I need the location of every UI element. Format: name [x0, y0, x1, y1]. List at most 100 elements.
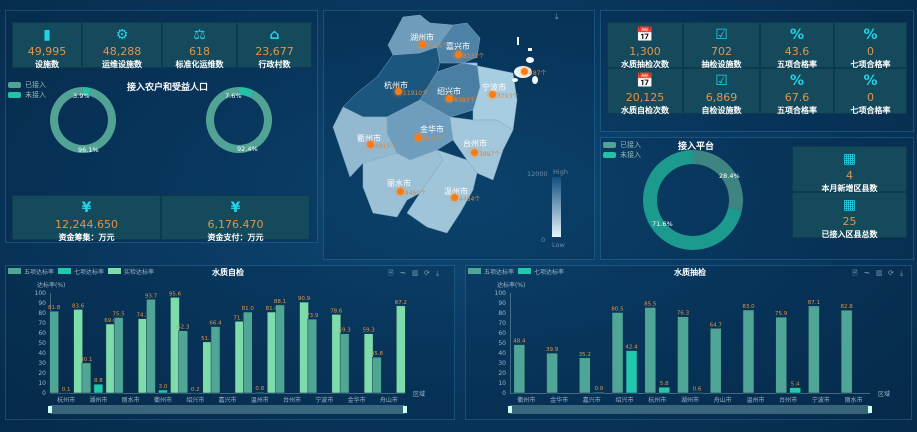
data-view-icon[interactable]: 🗎: [388, 269, 394, 277]
legend-label[interactable]: 实检达标率: [124, 268, 154, 276]
data-zoom-handle-left[interactable]: [48, 406, 52, 413]
restore-icon[interactable]: ⟳: [888, 269, 894, 277]
bar[interactable]: [625, 350, 638, 394]
bar[interactable]: [775, 316, 787, 394]
legend-swatch[interactable]: [468, 268, 481, 274]
bar[interactable]: [234, 321, 245, 394]
donut-segment-not-connected[interactable]: [82, 87, 92, 96]
bar[interactable]: [513, 344, 526, 394]
bar[interactable]: [146, 299, 156, 394]
bar-value-label: 64.7: [710, 322, 723, 328]
line-chart-icon[interactable]: ⏦: [400, 269, 406, 277]
bar-chart-icon[interactable]: ▥: [876, 269, 883, 277]
bar-value-label: 0.6: [693, 386, 702, 392]
bar[interactable]: [339, 333, 350, 394]
bar[interactable]: [210, 326, 221, 394]
donut-label: 71.6%: [652, 220, 673, 228]
zhejiang-map[interactable]: [323, 10, 595, 260]
legend-label[interactable]: 七项达标率: [74, 268, 104, 276]
donut-segment-not-connected[interactable]: [238, 87, 255, 98]
y-tick-label: 30: [38, 360, 46, 367]
region-marker[interactable]: [419, 41, 426, 48]
region-marker[interactable]: [395, 88, 402, 95]
bar[interactable]: [611, 312, 624, 394]
bar[interactable]: [363, 333, 374, 394]
line-chart-icon[interactable]: ⏦: [864, 269, 870, 277]
region-marker[interactable]: [446, 95, 453, 102]
bar[interactable]: [691, 392, 703, 394]
legend-connected[interactable]: 已接入: [603, 140, 641, 150]
bar[interactable]: [202, 341, 212, 394]
data-zoom-handle-right[interactable]: [868, 406, 872, 413]
legend-not-connected[interactable]: 未接入: [603, 150, 641, 160]
region-marker[interactable]: [367, 141, 374, 148]
bar[interactable]: [49, 310, 59, 394]
bar[interactable]: [178, 330, 188, 394]
region-marker[interactable]: [489, 91, 496, 98]
bar[interactable]: [73, 309, 83, 394]
bar[interactable]: [275, 304, 285, 394]
building-icon: ▦: [842, 151, 857, 167]
bar[interactable]: [255, 391, 265, 394]
donut-segment-connected[interactable]: [50, 87, 116, 153]
bar[interactable]: [158, 389, 168, 394]
save-image-icon[interactable]: ⤓: [900, 269, 903, 277]
bar[interactable]: [593, 391, 605, 394]
data-zoom-handle-left[interactable]: [508, 406, 512, 413]
bar[interactable]: [81, 362, 92, 394]
region-marker[interactable]: [471, 149, 478, 156]
legend-label[interactable]: 五项达标率: [484, 268, 514, 276]
bar[interactable]: [243, 311, 253, 394]
data-zoom-slider[interactable]: [50, 405, 405, 414]
donut-segment-not-connected[interactable]: [643, 150, 742, 250]
bar[interactable]: [808, 305, 820, 394]
bar[interactable]: [579, 357, 591, 394]
legend-swatch[interactable]: [518, 268, 531, 274]
region-marker[interactable]: [521, 68, 528, 75]
data-zoom-slider[interactable]: [510, 405, 870, 414]
bar[interactable]: [267, 311, 277, 394]
legend-swatch[interactable]: [108, 268, 121, 274]
legend-not-connected[interactable]: 未接入: [8, 90, 46, 100]
bar[interactable]: [170, 297, 180, 394]
y-tick-label: 70: [498, 320, 506, 327]
visual-map-bar[interactable]: [552, 177, 561, 237]
bar[interactable]: [677, 316, 689, 394]
bar[interactable]: [840, 309, 853, 394]
bar[interactable]: [331, 314, 342, 394]
data-view-icon[interactable]: 🗎: [852, 269, 858, 277]
bar[interactable]: [644, 307, 657, 394]
bar[interactable]: [307, 318, 318, 394]
bar[interactable]: [546, 352, 558, 394]
bar[interactable]: [93, 383, 104, 394]
restore-icon[interactable]: ⟳: [424, 269, 430, 277]
bar[interactable]: [105, 323, 116, 394]
donut-segment-connected[interactable]: [206, 87, 272, 153]
platform-title: 接入平台: [678, 142, 715, 152]
quality-stat-card: ☑ 6,869 自检设施数: [683, 68, 760, 115]
bar[interactable]: [709, 328, 722, 394]
bar[interactable]: [372, 356, 382, 394]
legend-swatch[interactable]: [58, 268, 71, 274]
bar-chart-icon[interactable]: ▥: [412, 269, 419, 277]
legend-swatch[interactable]: [8, 268, 21, 274]
bar[interactable]: [742, 309, 755, 394]
legend-label[interactable]: 七项达标率: [534, 268, 564, 276]
region-marker[interactable]: [397, 188, 404, 195]
region-marker[interactable]: [451, 194, 458, 201]
bar[interactable]: [137, 318, 148, 394]
x-tick-label: 宁波市: [315, 396, 333, 404]
legend-connected[interactable]: 已接入: [8, 80, 46, 90]
data-zoom-handle-right[interactable]: [403, 406, 407, 413]
bar[interactable]: [789, 387, 801, 394]
region-marker[interactable]: [455, 51, 462, 58]
donut-segment-connected[interactable]: [692, 150, 743, 211]
bar[interactable]: [396, 305, 406, 394]
region-marker[interactable]: [415, 134, 422, 141]
legend-label[interactable]: 五项达标率: [24, 268, 54, 276]
bar[interactable]: [658, 386, 671, 394]
save-image-icon[interactable]: ⤓: [436, 269, 439, 277]
bar[interactable]: [113, 317, 124, 394]
x-tick-label: 金华市: [348, 396, 366, 404]
map-download-icon[interactable]: ⤓: [555, 12, 559, 21]
